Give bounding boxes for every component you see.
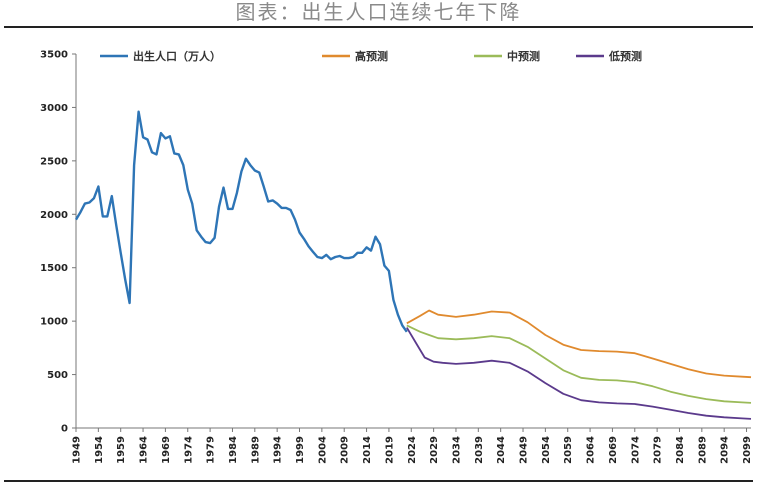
x-tick-label: 2044 xyxy=(496,436,507,464)
y-tick-label: 1000 xyxy=(40,317,68,328)
x-tick-label: 2059 xyxy=(563,436,574,464)
chart-title: 图表：出生人口连续七年下降 xyxy=(235,0,522,24)
x-tick-label: 1959 xyxy=(116,436,127,464)
x-tick-label: 1949 xyxy=(72,436,83,464)
x-tick-label: 2009 xyxy=(340,436,351,464)
x-tick-label: 1984 xyxy=(228,436,239,464)
y-tick-label: 2000 xyxy=(40,210,68,221)
x-tick-label: 2074 xyxy=(630,436,641,464)
x-tick-label: 1989 xyxy=(250,436,261,464)
x-tick-label: 2039 xyxy=(474,436,485,464)
series-layer xyxy=(74,110,752,420)
legend-label-2: 中预测 xyxy=(507,49,540,63)
x-tick-label: 1979 xyxy=(206,436,217,464)
x-tick-label: 1954 xyxy=(94,436,105,464)
chart-frame: 0 500 1000 1500 2000 2500 3000 3500 1949 1954 1959… xyxy=(4,26,753,482)
legend-label-3: 低预测 xyxy=(608,49,642,63)
x-tick-label: 2004 xyxy=(317,436,328,464)
x-tick-label: 2079 xyxy=(653,436,664,464)
y-tick-label: 1500 xyxy=(40,263,68,274)
x-tick-label: 2054 xyxy=(541,436,552,464)
x-tick-label: 2099 xyxy=(742,436,753,464)
x-tick-label: 2014 xyxy=(362,436,373,464)
x-tick-label: 2084 xyxy=(675,436,686,464)
series-line-2 xyxy=(406,324,752,404)
x-tick-label: 1974 xyxy=(183,436,194,464)
legend: 出生人口（万人） 高预测 中预测 低预测 xyxy=(100,49,642,63)
y-tick-label: 0 xyxy=(61,424,68,435)
y-tick-label: 3000 xyxy=(40,103,68,114)
series-line-1 xyxy=(406,309,752,379)
x-tick-label: 2024 xyxy=(407,436,418,464)
legend-label-1: 高预测 xyxy=(355,49,388,63)
x-tick-label: 1994 xyxy=(273,436,284,464)
x-tick-label: 2069 xyxy=(608,436,619,464)
x-tick-label: 2034 xyxy=(451,436,462,464)
x-tick-label: 1969 xyxy=(161,436,172,464)
x-tick-label: 2029 xyxy=(429,436,440,464)
x-tick-label: 1999 xyxy=(295,436,306,464)
axes: 0 500 1000 1500 2000 2500 3000 3500 1949 1954 1959… xyxy=(40,50,753,464)
x-tick-label: 2094 xyxy=(720,436,731,464)
x-tick-label: 2049 xyxy=(519,436,530,464)
series-line-3 xyxy=(406,327,752,420)
y-tick-label: 500 xyxy=(47,370,68,381)
y-tick-label: 2500 xyxy=(40,156,68,167)
x-tick-label: 2089 xyxy=(697,436,708,464)
legend-label-0: 出生人口（万人） xyxy=(133,49,221,63)
x-tick-label: 2019 xyxy=(384,436,395,464)
x-tick-label: 1964 xyxy=(139,436,150,464)
line-chart: 0 500 1000 1500 2000 2500 3000 3500 1949 1954 1959… xyxy=(40,49,753,464)
series-line-0 xyxy=(74,110,408,333)
x-tick-label: 2064 xyxy=(586,436,597,464)
y-tick-label: 3500 xyxy=(40,50,68,61)
